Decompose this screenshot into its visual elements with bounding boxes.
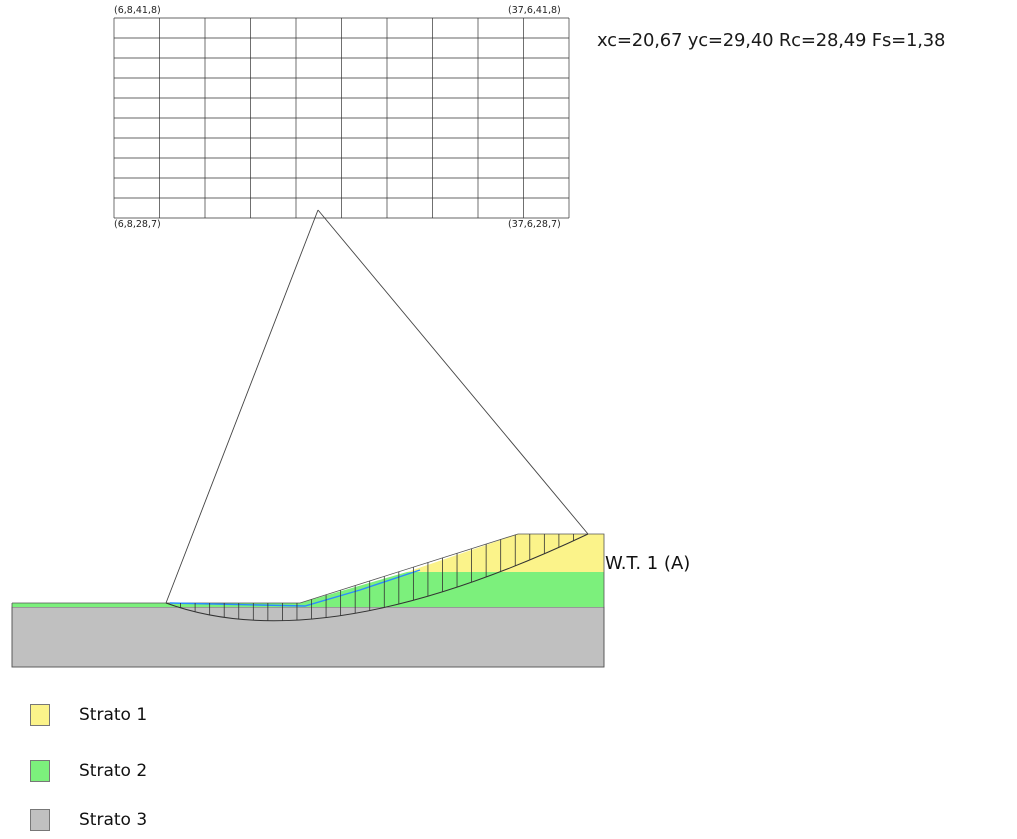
legend-label-strato-2: Strato 2 [79,761,148,781]
search-grid [113,17,570,219]
legend-swatch-strato-1 [30,704,50,726]
grid-corner-top-left: (6,8,41,8) [114,5,161,16]
slip-surface-arc [165,533,589,622]
legend-item-strato-3: Strato 3 [30,808,147,832]
soil-layers [11,533,605,668]
slip-slices [180,534,574,621]
grid-corner-bottom-right: (37,6,28,7) [508,219,561,230]
result-summary: xc=20,67 yc=29,40 Rc=28,49 Fs=1,38 [597,30,946,51]
legend-label-strato-3: Strato 3 [79,810,148,830]
legend-item-strato-2: Strato 2 [30,759,147,783]
strato-3-layer [11,606,605,668]
grid-corner-bottom-left: (6,8,28,7) [114,219,161,230]
legend-label-strato-1: Strato 1 [79,705,148,725]
water-table-label: W.T. 1 (A) [605,553,691,574]
strato-1-layer [407,534,604,572]
radius-line-right [317,209,589,535]
legend-item-strato-1: Strato 1 [30,703,147,727]
legend-swatch-strato-3 [30,809,50,831]
ground-profile-line [11,533,605,668]
strato-2-layer [12,572,604,607]
water-table-line [169,569,421,607]
radius-line-left [165,209,319,604]
legend-swatch-strato-2 [30,760,50,782]
grid-corner-top-right: (37,6,41,8) [508,5,561,16]
slip-circle-radius-lines [165,209,589,604]
